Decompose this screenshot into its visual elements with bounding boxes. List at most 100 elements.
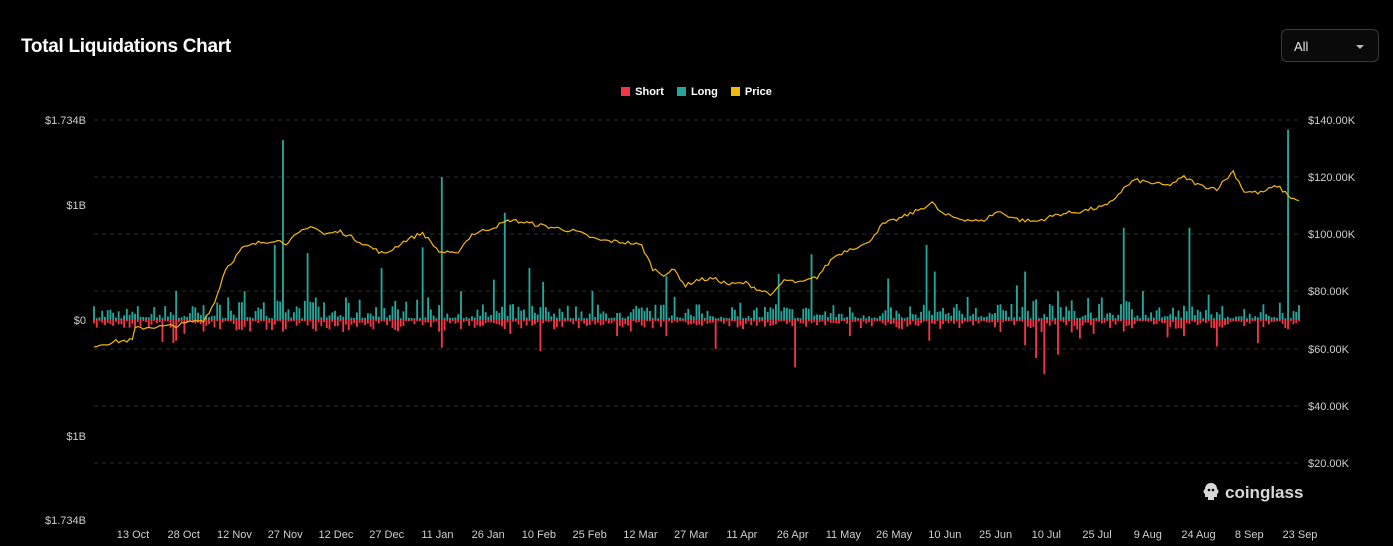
short-bar	[791, 320, 794, 327]
long-bar	[799, 318, 802, 320]
short-bar	[561, 320, 564, 327]
long-bar	[424, 317, 427, 320]
long-bar	[309, 301, 312, 320]
long-bar	[1125, 301, 1128, 320]
long-bar	[402, 311, 405, 320]
short-bar	[627, 320, 629, 326]
long-bar	[1199, 311, 1202, 320]
short-bar	[816, 320, 818, 325]
long-bar	[1273, 317, 1276, 320]
long-bar	[1267, 316, 1270, 320]
long-bar	[150, 314, 153, 320]
long-bar	[928, 310, 931, 320]
long-bar	[555, 317, 558, 320]
long-bar	[1073, 310, 1076, 320]
long-bar	[208, 317, 210, 320]
x-tick: 26 May	[876, 529, 913, 541]
short-bar	[969, 320, 972, 322]
long-bar	[690, 314, 692, 320]
short-bar	[1259, 320, 1262, 322]
long-bar	[963, 317, 966, 320]
short-bar	[1081, 320, 1084, 326]
short-bar	[632, 320, 635, 322]
short-bar	[583, 320, 586, 324]
legend-item-short[interactable]: Short	[621, 86, 664, 98]
long-bar	[369, 313, 372, 320]
legend-item-long[interactable]: Long	[676, 86, 718, 98]
long-bar	[692, 316, 695, 320]
long-bar	[947, 312, 950, 320]
time-range-select[interactable]: All	[1281, 29, 1379, 62]
long-bar	[632, 308, 635, 320]
short-bar	[649, 320, 651, 322]
long-bar	[542, 281, 545, 320]
long-bar	[586, 318, 588, 320]
long-bar	[1013, 317, 1016, 320]
long-bar	[791, 309, 794, 320]
long-bar	[429, 309, 432, 320]
short-bar	[785, 320, 788, 324]
short-bar	[659, 320, 662, 327]
long-bar	[1136, 315, 1139, 320]
long-bar	[1029, 318, 1032, 320]
long-bar	[991, 314, 994, 320]
short-bar	[591, 320, 594, 322]
long-bar	[616, 313, 619, 320]
long-bar	[972, 313, 975, 320]
short-bar	[985, 320, 988, 323]
long-bar	[503, 212, 506, 320]
long-bar	[1243, 309, 1246, 320]
short-bar	[728, 320, 731, 327]
long-bar	[1128, 302, 1131, 320]
long-bar	[1183, 305, 1185, 320]
short-bar	[687, 320, 690, 325]
long-bar	[1204, 310, 1207, 320]
short-bar	[345, 320, 347, 325]
long-bar	[783, 307, 786, 320]
long-bar	[125, 308, 128, 320]
short-bar	[1224, 320, 1226, 326]
long-bar	[665, 276, 668, 320]
long-bar	[911, 314, 914, 320]
long-bar	[399, 318, 402, 320]
long-bar	[257, 307, 260, 320]
short-bar	[484, 320, 487, 324]
long-bar	[974, 308, 977, 320]
long-bar	[487, 316, 490, 320]
long-bar	[818, 314, 821, 320]
long-bar	[1078, 317, 1081, 320]
x-tick: 12 Mar	[623, 529, 658, 541]
long-bar	[1133, 317, 1136, 320]
short-bar	[851, 320, 854, 322]
short-bar	[1180, 320, 1183, 329]
long-bar	[243, 291, 246, 320]
short-bar	[254, 320, 257, 322]
short-bar	[857, 320, 860, 322]
short-bar	[547, 320, 550, 323]
long-bar	[1226, 316, 1229, 320]
short-bar	[1046, 320, 1048, 324]
short-bar	[194, 320, 197, 324]
short-bar	[377, 320, 380, 324]
long-bar	[451, 317, 454, 320]
legend-item-price[interactable]: Price	[730, 86, 772, 98]
long-bar	[134, 313, 137, 320]
short-bar	[279, 320, 282, 322]
long-bar	[848, 307, 851, 320]
short-bar	[725, 320, 728, 322]
long-bar	[879, 315, 881, 320]
long-bar	[588, 313, 591, 320]
long-bar	[418, 318, 421, 320]
long-bar	[953, 307, 955, 320]
long-bar	[1141, 291, 1144, 320]
short-bar	[1202, 320, 1205, 322]
short-bar	[1169, 320, 1172, 327]
long-bar	[988, 312, 991, 320]
long-bar	[405, 301, 408, 320]
legend-swatch-price	[730, 87, 740, 96]
short-bar	[418, 320, 421, 322]
short-bar	[780, 320, 783, 322]
long-bar	[903, 318, 906, 320]
long-bar	[1059, 307, 1062, 320]
